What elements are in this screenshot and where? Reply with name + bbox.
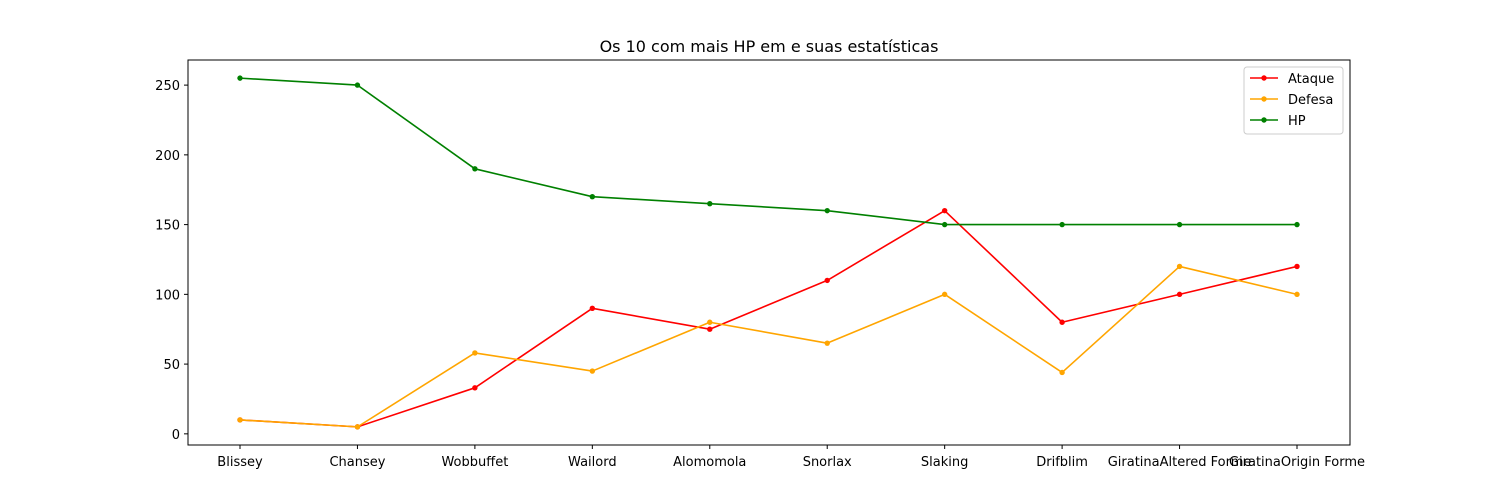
data-point-hp xyxy=(824,207,830,214)
data-point-ataque xyxy=(1059,319,1065,325)
x-tick-label: GiratinaAltered Forme xyxy=(1108,455,1252,470)
data-point-defesa xyxy=(589,368,596,374)
x-tick-label: GiratinaOrigin Forme xyxy=(1229,455,1365,470)
x-tick-label: Snorlax xyxy=(803,455,852,470)
data-point-ataque xyxy=(472,385,478,391)
plot-frame xyxy=(187,59,1351,446)
y-tick-label: 100 xyxy=(155,288,180,303)
data-point-defesa xyxy=(1294,291,1300,298)
data-point-defesa xyxy=(472,350,478,356)
data-point-defesa xyxy=(354,424,361,430)
series-line-ataque xyxy=(239,209,1298,428)
data-point-ataque xyxy=(824,277,830,284)
data-point-hp xyxy=(1294,221,1300,228)
data-point-hp xyxy=(1059,221,1065,228)
data-point-defesa xyxy=(1059,369,1065,376)
data-point-hp xyxy=(941,221,948,228)
data-point-hp xyxy=(472,166,478,172)
legend-label-hp: HP xyxy=(1288,114,1306,129)
x-tick-label: Wailord xyxy=(568,455,617,470)
data-point-defesa xyxy=(707,319,713,325)
legend-box xyxy=(1243,66,1344,135)
data-point-ataque xyxy=(1176,291,1183,298)
x-tick-label: Wobbuffet xyxy=(441,455,508,470)
series-line-hp xyxy=(239,77,1297,226)
x-tick-label: Alomomola xyxy=(673,455,746,470)
data-point-defesa xyxy=(1176,263,1183,270)
series-line-defesa xyxy=(239,265,1298,428)
x-tick-label: Blissey xyxy=(217,455,263,470)
y-tick-label: 50 xyxy=(163,358,180,373)
data-point-hp xyxy=(589,194,596,200)
y-tick-label: 150 xyxy=(155,219,180,234)
data-point-ataque xyxy=(941,207,948,214)
data-point-hp xyxy=(1176,221,1183,228)
data-point-defesa xyxy=(824,340,830,346)
y-tick-label: 250 xyxy=(155,79,180,94)
data-point-ataque xyxy=(589,305,596,311)
legend-label-ataque: Ataque xyxy=(1288,72,1334,87)
data-point-ataque xyxy=(1294,263,1300,270)
data-point-hp xyxy=(707,200,713,207)
data-point-defesa xyxy=(941,291,948,298)
y-tick-label: 200 xyxy=(155,149,180,164)
x-tick-label: Drifblim xyxy=(1036,455,1088,470)
chart-title: Os 10 com mais HP em e suas estatísticas xyxy=(600,37,939,56)
data-point-hp xyxy=(237,75,243,81)
legend-marker-hp xyxy=(1261,117,1267,123)
data-point-ataque xyxy=(707,326,713,332)
x-tick-label: Slaking xyxy=(921,455,968,470)
x-tick-label: Chansey xyxy=(329,455,385,470)
data-point-defesa xyxy=(237,417,243,423)
legend-marker-ataque xyxy=(1261,75,1267,81)
data-point-hp xyxy=(354,82,361,88)
legend-marker-defesa xyxy=(1261,96,1267,102)
legend-label-defesa: Defesa xyxy=(1288,93,1333,108)
y-tick-label: 0 xyxy=(172,428,180,443)
